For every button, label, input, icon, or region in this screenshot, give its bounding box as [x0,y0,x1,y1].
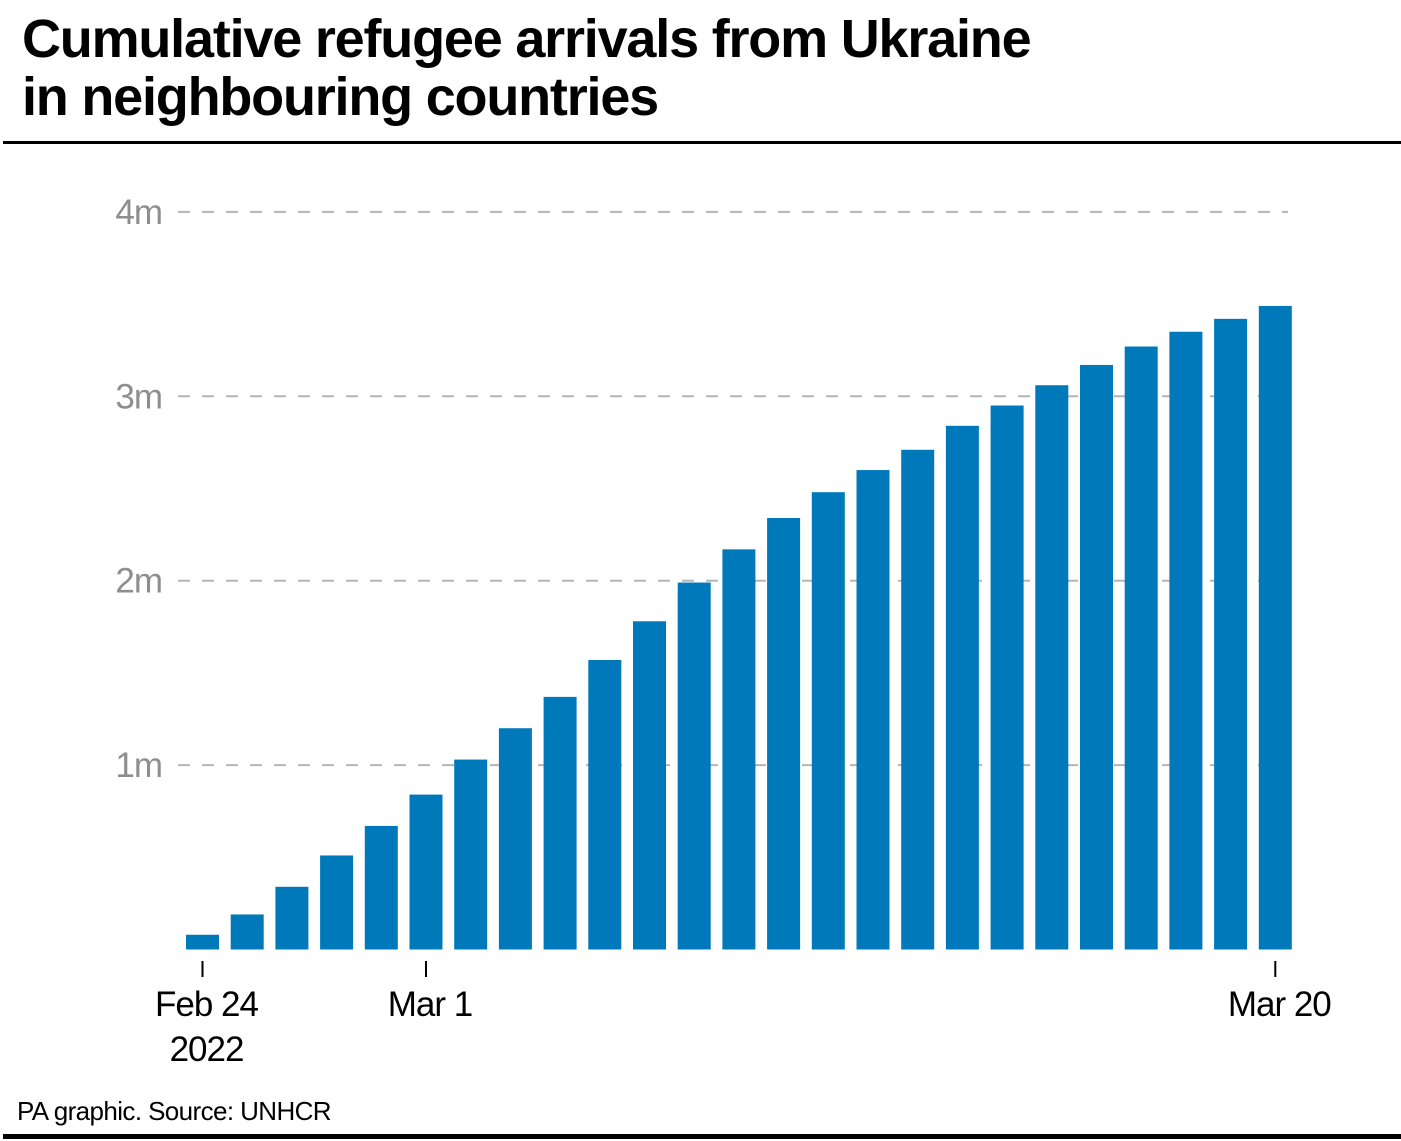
x-tick-label: Mar 20 [1228,985,1331,1024]
bar-2022-03-03 [498,728,532,950]
bar-2022-03-17 [1124,346,1158,950]
y-axis-labels: 1m 2m 3m 4m [115,193,163,785]
chart-title: Cumulative refugee arrivals from Ukraine… [22,9,1032,127]
x-tick-label: 2022 [170,1030,244,1069]
x-tick-label: Mar 1 [388,985,472,1024]
bar-2022-02-24 [186,934,219,950]
bar-2022-03-04 [543,696,577,950]
bars [186,305,1292,950]
y-tick-label: 2m [115,562,162,601]
title-divider [3,141,1401,144]
bar-2022-03-08 [722,549,756,950]
bar-2022-03-01 [409,794,443,950]
x-tick-label: Feb 24 [155,985,258,1024]
bar-2022-03-13 [945,425,979,950]
chart-title-line-1: Cumulative refugee arrivals from Ukraine [22,9,1032,69]
bar-2022-03-09 [767,518,801,950]
footer-divider [3,1134,1401,1139]
bar-2022-03-12 [901,449,935,950]
y-tick-label: 3m [115,377,162,416]
bar-2022-03-19 [1214,318,1248,950]
bar-2022-02-28 [364,825,398,950]
y-tick-label: 1m [115,746,162,785]
bar-2022-03-18 [1169,331,1203,950]
y-tick-label: 4m [115,193,162,232]
bar-2022-03-10 [811,492,845,950]
bar-2022-03-07 [677,582,711,950]
bar-2022-03-14 [990,405,1024,950]
x-axis: Feb 24 2022 Mar 1 Mar 20 [155,961,1332,1069]
bar-2022-03-02 [454,759,488,950]
source-note: PA graphic. Source: UNHCR [17,1096,332,1126]
bar-2022-03-06 [633,621,666,950]
bar-2022-03-05 [588,659,622,950]
bar-2022-02-25 [230,914,264,950]
bar-2022-02-27 [320,855,354,950]
bar-2022-03-15 [1035,385,1069,950]
bar-2022-03-20 [1258,305,1292,950]
bar-2022-03-16 [1080,364,1113,950]
chart-title-line-2: in neighbouring countries [22,67,659,127]
bar-2022-03-11 [856,470,890,950]
bar-2022-02-26 [275,886,309,950]
